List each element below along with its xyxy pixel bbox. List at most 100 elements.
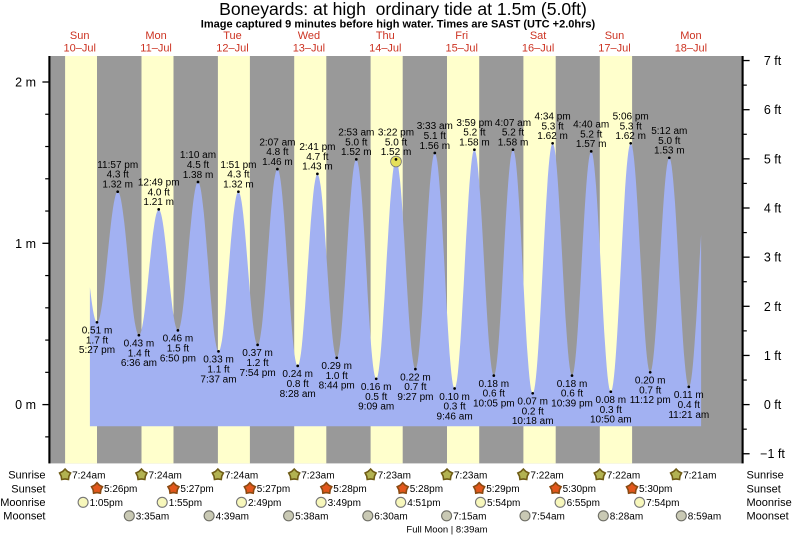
svg-text:12–Jul: 12–Jul (216, 43, 248, 55)
svg-text:3:22 pm: 3:22 pm (378, 128, 414, 139)
svg-text:9:27 pm: 9:27 pm (397, 392, 433, 403)
svg-text:16–Jul: 16–Jul (522, 43, 554, 55)
svg-text:0.18 m: 0.18 m (557, 379, 588, 390)
svg-text:10:39 pm: 10:39 pm (551, 399, 593, 410)
svg-text:5:27pm: 5:27pm (180, 484, 213, 495)
svg-text:4:51pm: 4:51pm (407, 498, 440, 509)
svg-text:1 ft: 1 ft (764, 349, 782, 363)
svg-text:1:05pm: 1:05pm (90, 498, 123, 509)
svg-text:1.57 m: 1.57 m (576, 139, 607, 150)
svg-text:1.32 m: 1.32 m (102, 180, 133, 191)
svg-text:4:07 am: 4:07 am (495, 118, 531, 129)
svg-text:5.2 ft: 5.2 ft (580, 129, 602, 140)
svg-text:Wed: Wed (298, 30, 320, 42)
svg-text:8:28am: 8:28am (610, 511, 643, 522)
svg-text:5:06 pm: 5:06 pm (613, 112, 649, 123)
svg-text:5:26pm: 5:26pm (104, 484, 137, 495)
svg-text:2:53 am: 2:53 am (338, 128, 374, 139)
svg-text:5.2 ft: 5.2 ft (502, 128, 524, 139)
svg-text:0.6 ft: 0.6 ft (561, 389, 583, 400)
svg-text:Moonrise: Moonrise (747, 497, 792, 509)
svg-text:1.1 ft: 1.1 ft (207, 365, 229, 376)
svg-text:8:44 pm: 8:44 pm (319, 381, 355, 392)
svg-text:0.08 m: 0.08 m (596, 395, 627, 406)
svg-text:Boneyards: at high ordinary t: Boneyards: at high ordinary tide at 1.5m… (219, 0, 587, 19)
svg-text:2 m: 2 m (15, 76, 36, 90)
svg-text:0.37 m: 0.37 m (242, 348, 273, 359)
svg-text:6:30am: 6:30am (374, 511, 407, 522)
svg-text:5.3 ft: 5.3 ft (620, 121, 642, 132)
svg-text:0.07 m: 0.07 m (517, 397, 548, 408)
svg-text:7:22am: 7:22am (607, 470, 640, 481)
svg-text:0.2 ft: 0.2 ft (522, 406, 544, 417)
svg-text:Moonrise: Moonrise (0, 497, 45, 509)
svg-text:9:09 am: 9:09 am (358, 402, 394, 413)
svg-text:0.11 m: 0.11 m (674, 390, 704, 401)
svg-text:Sunrise: Sunrise (8, 470, 45, 482)
svg-text:5:38am: 5:38am (295, 511, 328, 522)
svg-text:5.0 ft: 5.0 ft (385, 137, 407, 148)
svg-text:1.53 m: 1.53 m (654, 146, 685, 157)
svg-text:7:22am: 7:22am (530, 470, 563, 481)
svg-text:1.32 m: 1.32 m (223, 180, 254, 191)
svg-text:5.0 ft: 5.0 ft (345, 137, 367, 148)
svg-text:1.56 m: 1.56 m (420, 141, 451, 152)
svg-text:9:46 am: 9:46 am (437, 411, 473, 422)
svg-text:5.1 ft: 5.1 ft (424, 131, 446, 142)
svg-text:0.4 ft: 0.4 ft (678, 400, 700, 411)
svg-text:18–Jul: 18–Jul (675, 43, 707, 55)
svg-text:8:59am: 8:59am (688, 511, 721, 522)
svg-text:0.22 m: 0.22 m (400, 372, 431, 383)
svg-text:1.52 m: 1.52 m (381, 147, 412, 158)
svg-text:Moonset: Moonset (747, 511, 789, 523)
svg-text:0.6 ft: 0.6 ft (483, 389, 505, 400)
svg-text:5 ft: 5 ft (764, 152, 782, 166)
svg-text:7:15am: 7:15am (453, 511, 486, 522)
svg-text:5:27 pm: 5:27 pm (79, 345, 115, 356)
svg-text:0.10 m: 0.10 m (439, 392, 470, 403)
svg-text:5:30pm: 5:30pm (639, 484, 672, 495)
svg-text:8:28 am: 8:28 am (280, 389, 316, 400)
svg-text:7:37 am: 7:37 am (200, 374, 236, 385)
svg-text:1.43 m: 1.43 m (302, 162, 333, 173)
svg-text:6:36 am: 6:36 am (121, 358, 157, 369)
svg-text:7:54am: 7:54am (532, 511, 565, 522)
svg-text:17–Jul: 17–Jul (598, 43, 630, 55)
svg-text:5:29pm: 5:29pm (486, 484, 519, 495)
svg-text:Sun: Sun (605, 30, 625, 42)
svg-text:1.62 m: 1.62 m (537, 131, 568, 142)
svg-text:Image captured 9 minutes befor: Image captured 9 minutes before high wat… (201, 18, 596, 30)
svg-text:7:21am: 7:21am (683, 470, 716, 481)
svg-text:4:40 am: 4:40 am (573, 120, 609, 131)
svg-text:2:49pm: 2:49pm (248, 498, 281, 509)
svg-text:1.5 ft: 1.5 ft (167, 344, 189, 355)
svg-text:Sunset: Sunset (11, 483, 45, 495)
svg-text:Sun: Sun (70, 30, 90, 42)
svg-text:0.43 m: 0.43 m (124, 339, 155, 350)
svg-text:1.58 m: 1.58 m (498, 138, 529, 149)
svg-text:7:23am: 7:23am (301, 470, 334, 481)
svg-text:6:50 pm: 6:50 pm (160, 353, 196, 364)
svg-text:1.2 ft: 1.2 ft (246, 358, 268, 369)
svg-text:10:18 am: 10:18 am (512, 416, 554, 427)
svg-text:1:10 am: 1:10 am (180, 150, 216, 161)
svg-text:2:07 am: 2:07 am (259, 137, 295, 148)
svg-text:7:23am: 7:23am (378, 470, 411, 481)
svg-text:1.46 m: 1.46 m (262, 157, 293, 168)
svg-text:14–Jul: 14–Jul (369, 43, 401, 55)
svg-text:3:35am: 3:35am (136, 511, 169, 522)
svg-text:0.5 ft: 0.5 ft (365, 392, 387, 403)
svg-text:0.46 m: 0.46 m (163, 334, 194, 345)
svg-text:15–Jul: 15–Jul (445, 43, 477, 55)
svg-text:3:33 am: 3:33 am (417, 121, 453, 132)
svg-text:7:24am: 7:24am (225, 470, 258, 481)
svg-text:5.2 ft: 5.2 ft (463, 128, 485, 139)
svg-text:Sat: Sat (530, 30, 547, 42)
svg-text:1.4 ft: 1.4 ft (128, 348, 150, 359)
svg-text:0.7 ft: 0.7 ft (639, 385, 661, 396)
svg-text:7:23am: 7:23am (454, 470, 487, 481)
svg-text:Fri: Fri (455, 30, 468, 42)
svg-text:10–Jul: 10–Jul (63, 43, 95, 55)
svg-text:12:49 pm: 12:49 pm (138, 178, 180, 189)
svg-text:7:24am: 7:24am (149, 470, 182, 481)
